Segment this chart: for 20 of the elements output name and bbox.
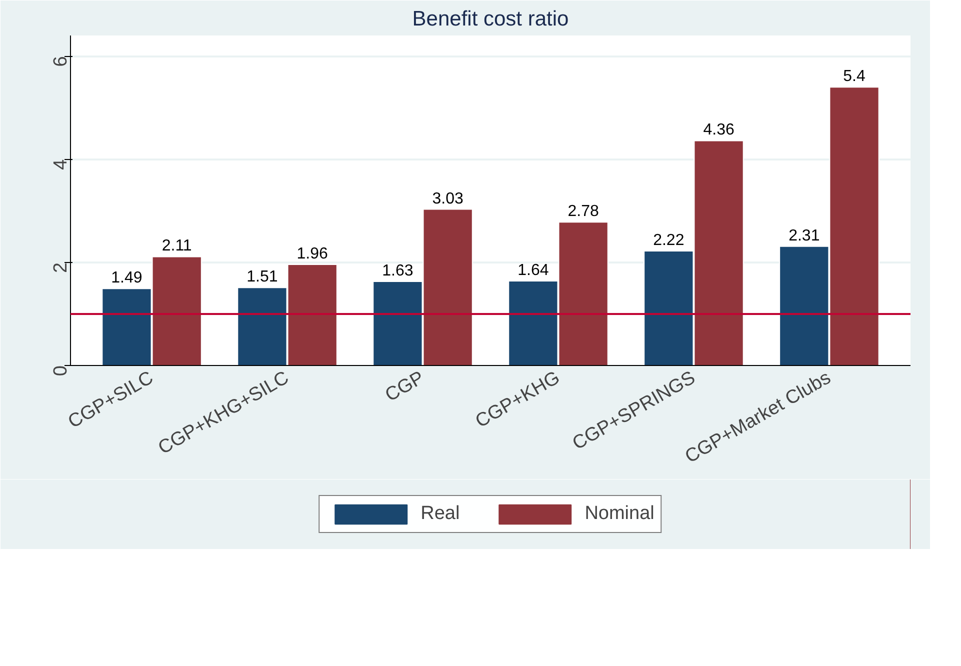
data-label: 4.36 — [703, 122, 734, 139]
chart-title: Benefit cost ratio — [412, 8, 569, 30]
data-label: 3.03 — [432, 190, 464, 208]
data-label: 2.22 — [653, 232, 684, 250]
legend-label: Nominal — [584, 503, 654, 525]
y-tick-label: 2 — [50, 262, 72, 273]
y-tick-label: 4 — [50, 158, 72, 170]
data-label: 1.49 — [111, 270, 142, 287]
data-label: 5.4 — [843, 68, 866, 86]
data-label: 2.31 — [788, 227, 820, 244]
data-label: 1.63 — [382, 262, 414, 280]
data-label: 2.11 — [162, 238, 192, 255]
legend-label: Real — [420, 503, 460, 525]
y-tick-label: 0 — [50, 365, 72, 376]
data-label: 1.51 — [246, 268, 278, 286]
y-tick-label: 6 — [50, 56, 72, 67]
data-label: 1.64 — [518, 262, 549, 279]
data-label: 1.96 — [296, 245, 328, 262]
data-label: 2.78 — [568, 203, 599, 220]
x-tick-label: CGP — [382, 367, 428, 406]
